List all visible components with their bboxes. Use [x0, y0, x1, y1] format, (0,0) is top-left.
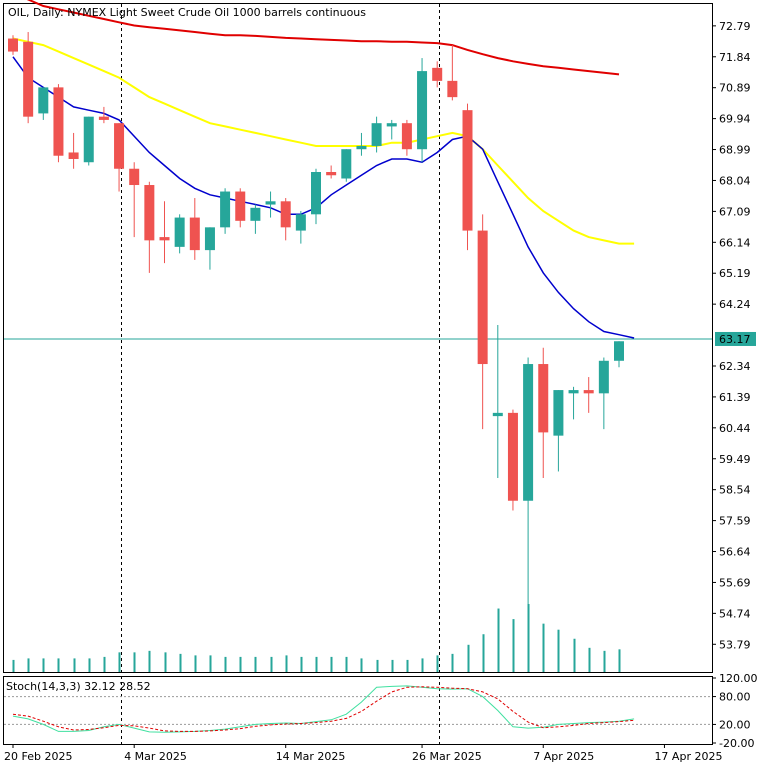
- price-axis-label: 61.39: [719, 391, 751, 404]
- price-axis-label: 65.19: [719, 267, 751, 280]
- candle-body-bear: [280, 201, 291, 228]
- candle-body-bear: [432, 67, 443, 81]
- time-axis-label: 20 Feb 2025: [4, 750, 72, 763]
- axis-layer: 72.79 71.84 70.89 69.94 68.99 68.04 67.09 66.14…: [4, 20, 758, 763]
- candle-body-bull: [174, 217, 185, 247]
- candle-body-bull: [386, 123, 397, 127]
- price-axis-label: 54.74: [719, 607, 751, 620]
- price-axis-label: 56.64: [719, 546, 751, 559]
- price-axis-label: 59.49: [719, 453, 751, 466]
- stoch-axis-label: 20.00: [719, 718, 751, 731]
- candle-body-bull: [311, 172, 321, 215]
- price-axis-label: 57.59: [719, 515, 751, 528]
- candle-body-bear: [114, 123, 125, 169]
- price-axis-label: 55.69: [719, 576, 751, 589]
- stoch-label: Stoch(14,3,3) 32.12 28.52: [6, 680, 151, 693]
- stochastic-layer: [4, 685, 712, 733]
- grid-layer: [4, 4, 712, 744]
- stoch-signal-line: [12, 686, 635, 732]
- candle-body-bull: [417, 71, 428, 150]
- candle-body-bear: [538, 364, 549, 433]
- chart-title: OIL, Daily: NYMEX Light Sweet Crude Oil …: [8, 6, 366, 19]
- candle-body-bear: [507, 412, 518, 501]
- time-axis-label: 17 Apr 2025: [654, 750, 722, 763]
- candle-body-bull: [492, 412, 503, 417]
- candle-body-bear: [144, 185, 155, 241]
- price-axis-label: 66.14: [719, 236, 751, 249]
- stoch-main-line: [12, 685, 635, 733]
- candle-body-bear: [129, 168, 140, 186]
- price-axis-label: 68.99: [719, 144, 751, 157]
- price-axis-label: 72.79: [719, 20, 751, 33]
- candle-body-bear: [189, 217, 200, 251]
- candle-body-bull: [220, 191, 231, 228]
- price-axis-label: 60.44: [719, 422, 751, 435]
- candle-body-bull: [523, 364, 534, 501]
- candle-body-bull: [614, 341, 624, 361]
- candle-body-bear: [326, 172, 337, 176]
- stoch-axis-label: -20.00: [719, 737, 754, 750]
- ma-slow-line: [26, 0, 620, 76]
- price-axis-label: 58.54: [719, 484, 751, 497]
- candle-body-bull: [598, 360, 609, 394]
- price-axis-label: 67.09: [719, 205, 751, 218]
- candle-body-bear: [447, 80, 458, 98]
- price-axis-label: 53.79: [719, 638, 751, 651]
- candle-body-bear: [477, 230, 488, 365]
- moving-average-layer: [12, 0, 635, 339]
- stoch-axis-label: 80.00: [719, 691, 751, 704]
- candle-body-bull: [204, 227, 215, 251]
- time-axis-label: 4 Mar 2025: [124, 750, 187, 763]
- stoch-axis-label: 120.00: [719, 672, 758, 685]
- candle-body-bear: [401, 123, 412, 150]
- candle-body-bear: [8, 38, 18, 52]
- candle-body-bear: [235, 191, 246, 221]
- time-axis-label: 7 Apr 2025: [533, 750, 594, 763]
- candle-body-bear: [583, 390, 594, 394]
- candle-body-bear: [53, 87, 64, 156]
- stoch-pane-frame: [3, 676, 713, 745]
- candle-body-bull: [356, 145, 367, 150]
- candle-body-bear: [23, 41, 34, 117]
- candle-layer: [8, 32, 624, 612]
- candle-body-bear: [68, 152, 79, 159]
- price-axis-label: 64.24: [719, 298, 751, 311]
- price-axis-label: 69.94: [719, 113, 751, 126]
- candle-body-bear: [98, 116, 109, 120]
- price-axis-label: 71.84: [719, 51, 751, 64]
- time-axis-label: 26 Mar 2025: [412, 750, 482, 763]
- price-axis-label: 62.34: [719, 360, 751, 373]
- candle-body-bull: [371, 123, 382, 146]
- candle-body-bull: [250, 207, 261, 221]
- current-price-tag: [715, 331, 756, 346]
- candle-body-bull: [568, 390, 579, 394]
- ma-fast-line: [12, 56, 635, 339]
- current-price-label: 63.17: [719, 333, 751, 346]
- time-axis-label: 14 Mar 2025: [276, 750, 346, 763]
- candle-body-bull: [341, 149, 352, 179]
- ma-mid-line: [12, 37, 635, 245]
- price-pane-frame: [3, 3, 713, 673]
- candle-body-bear: [462, 110, 473, 231]
- candle-body-bull: [295, 214, 306, 231]
- candle-body-bear: [159, 237, 170, 241]
- price-axis-label: 70.89: [719, 82, 751, 95]
- candle-body-bull: [83, 116, 94, 163]
- candle-body-bull: [265, 201, 276, 205]
- volume-layer: [12, 604, 621, 672]
- candle-body-bull: [38, 87, 49, 114]
- price-axis-label: 68.04: [719, 174, 751, 187]
- candle-body-bull: [553, 390, 564, 436]
